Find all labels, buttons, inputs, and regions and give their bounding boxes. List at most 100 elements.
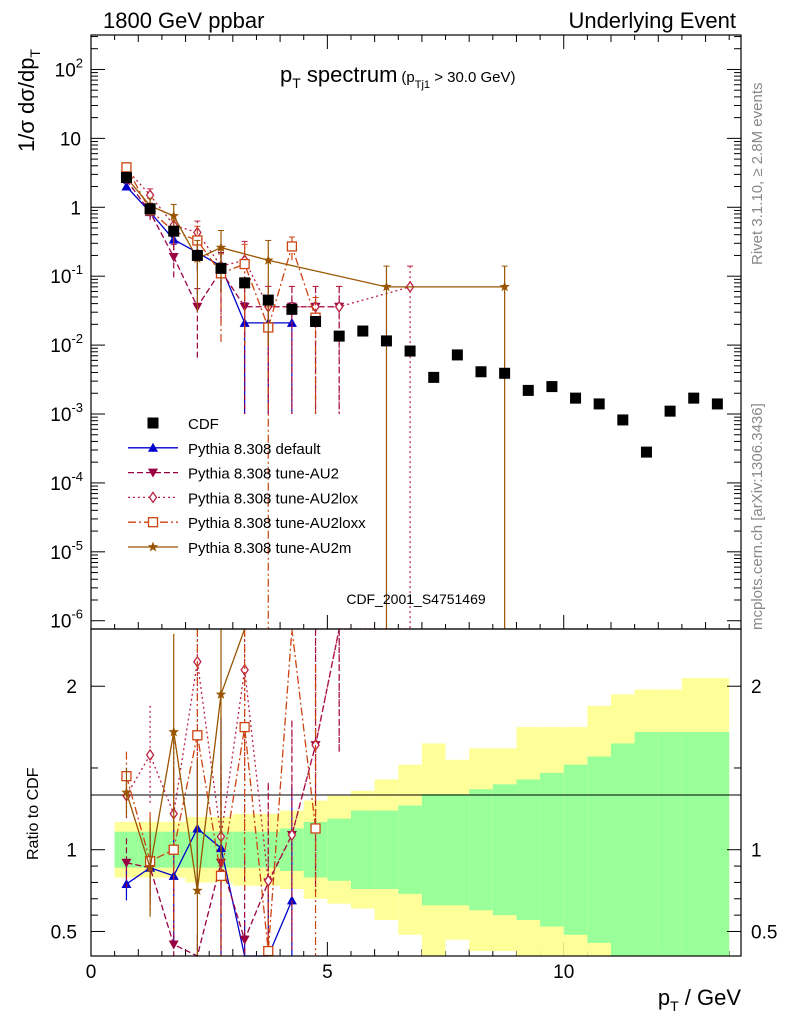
legend-marker [148, 442, 158, 452]
main-series-layer [121, 162, 510, 629]
ratio-point [168, 844, 179, 855]
ratio-band-inner [587, 756, 611, 943]
ratio-point [215, 870, 227, 882]
ratio-line [125, 628, 246, 891]
data-point [570, 392, 582, 404]
y-tick-label: 10-3 [50, 400, 83, 426]
ratio-point [286, 895, 297, 905]
ratio-band-inner [563, 764, 588, 935]
legend-label: Pythia 8.308 tune-AU2m [188, 540, 351, 557]
x-tick-label: 0 [86, 962, 97, 983]
y-tick-labels: 102 10 1 10-1 10-2 10-3 10-4 10-5 10-6 [50, 55, 83, 632]
x-tick-labels: 0 5 10 [86, 962, 575, 983]
legend-entry: Pythia 8.308 tune-AU2 [128, 466, 339, 483]
ratio-tick-label: 2 [66, 677, 77, 698]
ratio-band-inner [421, 794, 446, 906]
data-point [428, 371, 440, 383]
data-point [688, 392, 700, 404]
ratio-band-inner [634, 732, 659, 956]
data-point [191, 249, 203, 261]
data-point [215, 262, 227, 274]
data-point [120, 172, 132, 184]
data-point [499, 367, 511, 379]
legend-label: Pythia 8.308 tune-AU2lox [188, 490, 359, 507]
legend-marker [147, 541, 159, 552]
series-point [286, 241, 298, 252]
x-tick-label: 10 [553, 962, 574, 983]
x-tick-label: 5 [322, 962, 333, 983]
legend-marker [147, 417, 159, 429]
ratio-point [240, 663, 249, 677]
ratio-point [287, 828, 297, 842]
ratio-tick-label: 1 [66, 841, 77, 862]
legend-label: Pythia 8.308 default [188, 441, 321, 458]
data-point [286, 303, 298, 315]
data-point [640, 446, 652, 458]
ratio-band-inner [374, 810, 399, 889]
y-axis-label: 1/σ dσ/dpT [14, 49, 43, 152]
series-point [499, 281, 510, 292]
ratio-y-label: Ratio to CDF [25, 767, 42, 860]
rivet-label: Rivet 3.1.10, ≥ 2.8M events [749, 83, 766, 266]
series-point [381, 281, 392, 292]
legend-entry: Pythia 8.308 tune-AU2m [128, 540, 351, 557]
ratio-point [168, 726, 179, 737]
data-point [262, 294, 274, 306]
ratio-band-inner [445, 794, 470, 906]
ratio-band-inner [351, 810, 375, 889]
ratio-band-inner [398, 805, 422, 894]
ratio-tick-label: 2 [751, 677, 762, 698]
x-axis-label: pT / GeV [658, 985, 741, 1014]
data-point [451, 349, 463, 361]
ratio-point [168, 940, 179, 950]
header-right: Underlying Event [568, 8, 736, 33]
ratio-band-inner [327, 818, 351, 881]
data-point [404, 345, 416, 357]
series-point [168, 210, 179, 221]
mcplots-label: mcplots.cern.ch [arXiv:1306.3436] [749, 403, 766, 630]
data-point [593, 398, 605, 410]
ratio-point [192, 730, 203, 741]
ratio-error-band [114, 678, 730, 956]
ratio-point [215, 688, 227, 699]
series-point [168, 252, 179, 262]
ratio-line [126, 628, 340, 957]
legend-label: Pythia 8.308 tune-AU2 [188, 466, 339, 483]
legend: CDF Pythia 8.308 default Pythia 8.308 tune… [128, 416, 366, 557]
series-point [311, 300, 320, 313]
ratio-point [192, 885, 203, 896]
data-point [239, 277, 251, 289]
ratio-band-inner [469, 789, 493, 911]
legend-entry: Pythia 8.308 tune-AU2loxx [128, 515, 366, 532]
ratio-band-inner [681, 732, 706, 956]
series-line [125, 177, 505, 288]
series-point [263, 254, 274, 265]
data-points [120, 172, 723, 458]
legend-entry: CDF [147, 416, 219, 433]
series-point [215, 242, 227, 253]
y-tick-label: 10 [60, 129, 81, 150]
header-left: 1800 GeV ppbar [103, 8, 264, 33]
legend-label: CDF [188, 416, 219, 433]
series-point [121, 162, 132, 173]
y-tick-label: 1 [70, 198, 81, 219]
legend-entry: Pythia 8.308 default [128, 441, 321, 458]
y-tick-label: 10-1 [50, 262, 83, 288]
plot-title: pT spectrum (pTj1 > 30.0 GeV) [280, 62, 516, 91]
ratio-tick-label: 1 [751, 841, 762, 862]
data-point [711, 398, 723, 410]
data-point [475, 366, 487, 378]
data-point [380, 335, 392, 347]
ratio-band-inner [705, 732, 730, 956]
y-tick-label: 10-2 [50, 331, 83, 357]
ratio-point [121, 787, 132, 797]
data-point [357, 325, 369, 337]
y-tick-label: 102 [55, 55, 83, 81]
data-point [310, 315, 322, 327]
y-tick-label: 10-5 [50, 538, 83, 564]
data-point [333, 330, 345, 342]
series-point [121, 181, 132, 191]
ratio-point [310, 823, 321, 834]
legend-label: Pythia 8.308 tune-AU2loxx [188, 515, 366, 532]
ratio-band-inner [658, 732, 682, 956]
